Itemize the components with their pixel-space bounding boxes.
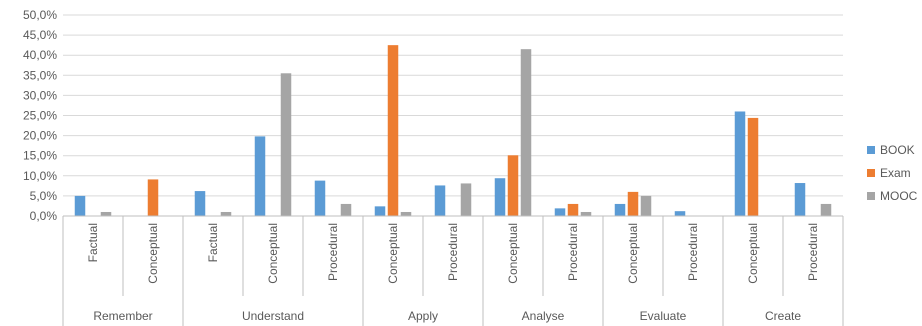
bar-mooc [100,211,112,216]
legend-swatch-book [867,146,875,154]
bar-exam [627,191,639,216]
y-tick-label: 40,0% [23,48,57,62]
legend-swatch-mooc [867,192,875,200]
bar-book [314,180,326,216]
group-label: Understand [242,309,304,323]
bar-exam [567,203,579,216]
y-tick-label: 15,0% [23,149,57,163]
category-label: Procedural [686,223,700,281]
legend-label: MOOC [880,189,918,203]
legend-swatch-exam [867,169,875,177]
bar-exam [507,155,519,216]
y-tick-label: 45,0% [23,28,57,42]
bar-book [74,195,86,216]
bar-book [554,208,566,216]
y-tick-label: 10,0% [23,169,57,183]
group-label: Remember [93,309,152,323]
y-tick-label: 5,0% [30,189,58,203]
bar-exam [387,45,399,217]
category-label: Factual [206,223,220,262]
category-label: Conceptual [506,223,520,284]
bar-book [434,185,446,216]
category-label: Conceptual [386,223,400,284]
y-tick-label: 35,0% [23,68,57,82]
bar-book [734,111,746,216]
bar-book [614,203,626,216]
bar-mooc [280,73,292,216]
bar-mooc [220,211,232,216]
category-label: Factual [86,223,100,262]
group-label: Analyse [522,309,565,323]
category-label: Conceptual [626,223,640,284]
bar-book [194,191,206,216]
category-label: Conceptual [746,223,760,284]
bars [74,45,832,217]
legend-label: Exam [880,166,911,180]
bar-mooc [520,49,532,216]
legend: BOOK Exam MOOC [867,143,918,203]
y-tick-label: 20,0% [23,129,57,143]
y-axis: 0,0% 5,0% 10,0% 15,0% 20,0% 25,0% 30,0% 35,0% 40… [23,8,57,223]
bar-mooc [640,195,652,216]
y-tick-label: 0,0% [30,209,58,223]
group-label: Apply [408,309,438,323]
group-label: Evaluate [640,309,687,323]
category-label: Procedural [566,223,580,281]
bar-book [374,206,386,216]
category-label: Conceptual [266,223,280,284]
bar-mooc [820,203,832,216]
category-label: Conceptual [146,223,160,284]
bar-mooc [460,183,472,216]
y-tick-label: 30,0% [23,88,57,102]
category-label: Procedural [326,223,340,281]
bar-mooc [580,211,592,216]
y-tick-label: 25,0% [23,109,57,123]
legend-label: BOOK [880,143,915,157]
bar-book [254,136,266,216]
bar-book [674,211,686,216]
bar-exam [147,179,159,216]
bar-exam [747,117,759,216]
gridlines [63,14,843,197]
y-tick-label: 50,0% [23,8,57,22]
group-label: Create [765,309,801,323]
category-label: Procedural [446,223,460,281]
bar-mooc [400,211,412,216]
bar-mooc [340,203,352,216]
category-label: Procedural [806,223,820,281]
bar-book [794,183,806,216]
bar-book [494,178,506,216]
x-axis: Factual Conceptual Factual Conceptual Proced… [62,215,844,326]
